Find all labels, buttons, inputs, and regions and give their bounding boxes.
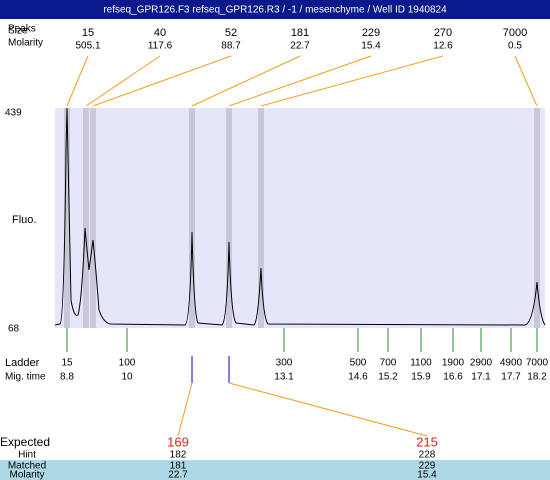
peak-band bbox=[64, 108, 70, 328]
row-label: Hint bbox=[18, 450, 36, 461]
ladder-time: 15.2 bbox=[378, 372, 398, 383]
ladder-size: 100 bbox=[119, 358, 136, 369]
row-label: Molarity bbox=[8, 38, 43, 49]
expected-value: 169 bbox=[167, 434, 189, 449]
ladder-time: 14.6 bbox=[348, 372, 368, 383]
row-label: Matched bbox=[8, 461, 46, 472]
peak-size: 270 bbox=[434, 27, 452, 39]
row-label: Mig. time bbox=[5, 372, 46, 383]
peak-band bbox=[534, 108, 540, 328]
row-label: Ladder bbox=[5, 357, 40, 369]
peak-connector bbox=[228, 55, 372, 107]
peak-molarity: 88.7 bbox=[221, 41, 241, 52]
ladder-size: 4900 bbox=[500, 358, 523, 369]
plot-area bbox=[55, 108, 545, 328]
match-connector bbox=[228, 382, 428, 437]
peak-band bbox=[189, 108, 195, 328]
row-label: Peaks bbox=[8, 24, 36, 35]
ladder-time: 17.1 bbox=[471, 372, 491, 383]
peak-molarity: 0.5 bbox=[508, 41, 522, 52]
ladder-size: 2900 bbox=[470, 358, 493, 369]
peak-size: 7000 bbox=[503, 27, 527, 39]
row-label: Expected bbox=[0, 435, 50, 449]
peak-size: 181 bbox=[291, 27, 309, 39]
ladder-time: 18.2 bbox=[527, 372, 547, 383]
ladder-time: 8.8 bbox=[60, 372, 74, 383]
peak-size: 229 bbox=[362, 27, 380, 39]
expected-value: 15.4 bbox=[417, 470, 437, 480]
peak-band bbox=[83, 108, 89, 328]
ladder-time: 16.6 bbox=[443, 372, 463, 383]
peak-size: 40 bbox=[154, 27, 166, 39]
ladder-size: 1900 bbox=[442, 358, 465, 369]
ladder-size: 15 bbox=[61, 358, 73, 369]
ladder-size: 7000 bbox=[526, 358, 549, 369]
ladder-size: 500 bbox=[350, 358, 367, 369]
expected-value: 228 bbox=[419, 450, 436, 461]
ladder-time: 13.1 bbox=[274, 372, 294, 383]
peak-size: 15 bbox=[82, 27, 94, 39]
peak-connector bbox=[85, 55, 161, 107]
ladder-size: 300 bbox=[276, 358, 293, 369]
peak-connector bbox=[514, 55, 538, 107]
peak-molarity: 15.4 bbox=[361, 41, 381, 52]
axis-bottom: 68 bbox=[8, 324, 20, 335]
ladder-size: 700 bbox=[380, 358, 397, 369]
trace bbox=[54, 107, 546, 326]
expected-value: 182 bbox=[170, 450, 187, 461]
ladder-time: 10 bbox=[121, 372, 133, 383]
ladder-size: 1100 bbox=[410, 358, 432, 369]
match-connector bbox=[177, 382, 193, 437]
peak-molarity: 22.7 bbox=[290, 41, 310, 52]
peak-molarity: 12.6 bbox=[433, 41, 453, 52]
ladder-time: 15.9 bbox=[411, 372, 431, 383]
peak-connector bbox=[191, 55, 301, 107]
title-bar bbox=[0, 0, 550, 19]
peak-band bbox=[226, 108, 232, 328]
ladder-time: 17.7 bbox=[501, 372, 521, 383]
peak-connector bbox=[92, 55, 232, 107]
expected-value: 181 bbox=[170, 461, 187, 472]
peak-band bbox=[90, 108, 96, 328]
peak-connector bbox=[260, 55, 444, 107]
row-label: Size bbox=[8, 26, 28, 37]
title: refseq_GPR126.F3 refseq_GPR126.R3 / -1 /… bbox=[103, 5, 447, 16]
peak-band bbox=[258, 108, 264, 328]
row-label: Molarity bbox=[9, 470, 44, 480]
expected-value: 215 bbox=[416, 434, 438, 449]
peak-molarity: 505.1 bbox=[75, 41, 100, 52]
peak-connector bbox=[66, 55, 89, 107]
expected-value: 229 bbox=[419, 461, 436, 472]
expected-value: 22.7 bbox=[168, 470, 188, 480]
axis-top: 439 bbox=[5, 108, 22, 119]
peak-molarity: 117.6 bbox=[148, 41, 173, 52]
axis-label: Fluo. bbox=[12, 214, 36, 226]
matched-band bbox=[0, 460, 550, 480]
peak-size: 52 bbox=[225, 27, 237, 39]
